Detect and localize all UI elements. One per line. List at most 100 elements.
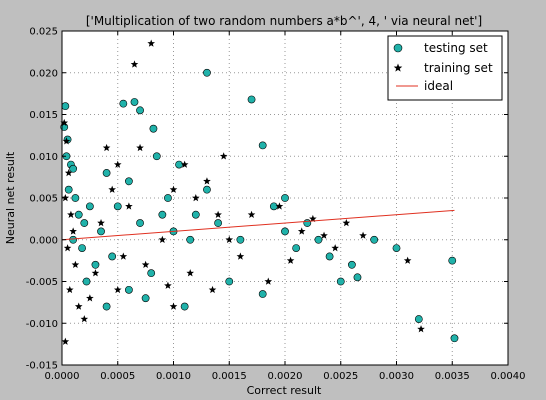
training-point <box>264 277 273 285</box>
training-point <box>141 260 150 269</box>
testing-point <box>203 68 211 77</box>
x-tick-label: 0.0005 <box>100 371 135 382</box>
x-tick-label: 0.0020 <box>268 371 303 382</box>
training-point <box>80 315 89 323</box>
testing-point <box>69 235 78 244</box>
y-tick-label: 0.010 <box>29 152 58 163</box>
testing-point <box>130 98 139 106</box>
legend-training-marker <box>393 63 403 72</box>
testing-point <box>80 219 89 227</box>
training-point <box>64 168 73 177</box>
y-tick-label: -0.010 <box>26 319 58 330</box>
training-point <box>136 143 144 152</box>
testing-point <box>158 210 167 219</box>
testing-point <box>392 244 401 252</box>
testing-point <box>78 244 86 252</box>
legend-box <box>387 35 503 101</box>
training-point <box>169 302 178 310</box>
testing-point <box>141 294 150 303</box>
testing-point <box>108 252 117 261</box>
training-point <box>342 219 351 227</box>
training-point <box>60 118 69 127</box>
testing-point <box>448 256 457 265</box>
testing-point <box>152 152 161 161</box>
legend: testing set training set ideal <box>387 35 503 101</box>
testing-point <box>292 244 301 252</box>
testing-point <box>325 252 334 261</box>
training-point <box>164 281 172 289</box>
training-point <box>147 39 155 47</box>
x-tick-label: 0.0010 <box>156 371 191 382</box>
training-point <box>297 227 306 235</box>
chart-title: ['Multiplication of two random numbers a… <box>86 14 482 28</box>
x-tick-label: 0.0015 <box>212 371 247 382</box>
y-tick-label: 0.005 <box>29 194 58 205</box>
training-point <box>208 285 217 294</box>
training-point <box>169 185 178 193</box>
testing-point <box>149 124 158 133</box>
testing-point <box>136 219 144 227</box>
testing-point <box>414 315 423 323</box>
testing-point <box>314 235 323 244</box>
training-point <box>102 143 111 152</box>
testing-point <box>124 177 133 186</box>
testing-point <box>347 260 356 269</box>
training-point <box>63 244 72 252</box>
testing-point <box>136 106 144 115</box>
training-point <box>236 252 245 260</box>
testing-point <box>85 202 94 211</box>
testing-point <box>64 185 73 194</box>
y-tick-label: 0.000 <box>29 235 58 246</box>
y-tick-label: 0.020 <box>29 68 58 79</box>
testing-point <box>97 227 105 236</box>
training-point <box>130 60 139 68</box>
y-tick-label: 0.025 <box>29 27 58 38</box>
training-point <box>275 202 284 210</box>
testing-point <box>214 219 222 227</box>
testing-point <box>225 277 234 286</box>
testing-point <box>164 194 172 202</box>
training-point <box>331 244 339 252</box>
training-point <box>192 194 200 202</box>
training-point <box>403 256 412 264</box>
x-tick-label: 0.0000 <box>45 371 80 382</box>
training-point <box>108 185 116 193</box>
testing-point <box>175 160 183 169</box>
training-point <box>66 285 74 294</box>
testing-point <box>281 194 289 202</box>
series-layer <box>60 39 459 345</box>
testing-point <box>450 334 459 343</box>
x-tick-label: 0.0025 <box>323 371 358 382</box>
testing-point <box>269 202 278 211</box>
testing-point <box>203 185 211 194</box>
training-point <box>97 219 105 227</box>
training-point <box>186 269 195 277</box>
testing-point <box>147 269 156 278</box>
training-point <box>417 325 425 333</box>
testing-point <box>353 273 362 282</box>
training-point <box>113 160 122 168</box>
x-axis-label: Correct result <box>247 384 322 397</box>
testing-point <box>336 277 345 286</box>
testing-point <box>71 194 80 202</box>
training-point <box>180 160 189 168</box>
testing-point <box>82 277 91 286</box>
legend-training-label: training set <box>424 61 493 75</box>
testing-point <box>102 169 111 177</box>
training-point <box>309 214 317 223</box>
testing-point <box>370 235 379 244</box>
testing-point <box>69 164 78 173</box>
training-point <box>69 227 77 235</box>
training-point <box>74 302 83 310</box>
y-tick-labels: 0.025 0.020 0.015 0.010 0.005 0.000 -0.005 -0.0… <box>26 27 58 372</box>
testing-point <box>281 227 289 236</box>
training-point <box>67 210 75 218</box>
testing-point <box>236 235 245 244</box>
training-point <box>225 235 234 243</box>
testing-point <box>186 235 195 244</box>
training-point <box>125 202 133 210</box>
testing-point <box>247 95 256 104</box>
training-point <box>219 152 228 160</box>
testing-point <box>124 285 133 294</box>
